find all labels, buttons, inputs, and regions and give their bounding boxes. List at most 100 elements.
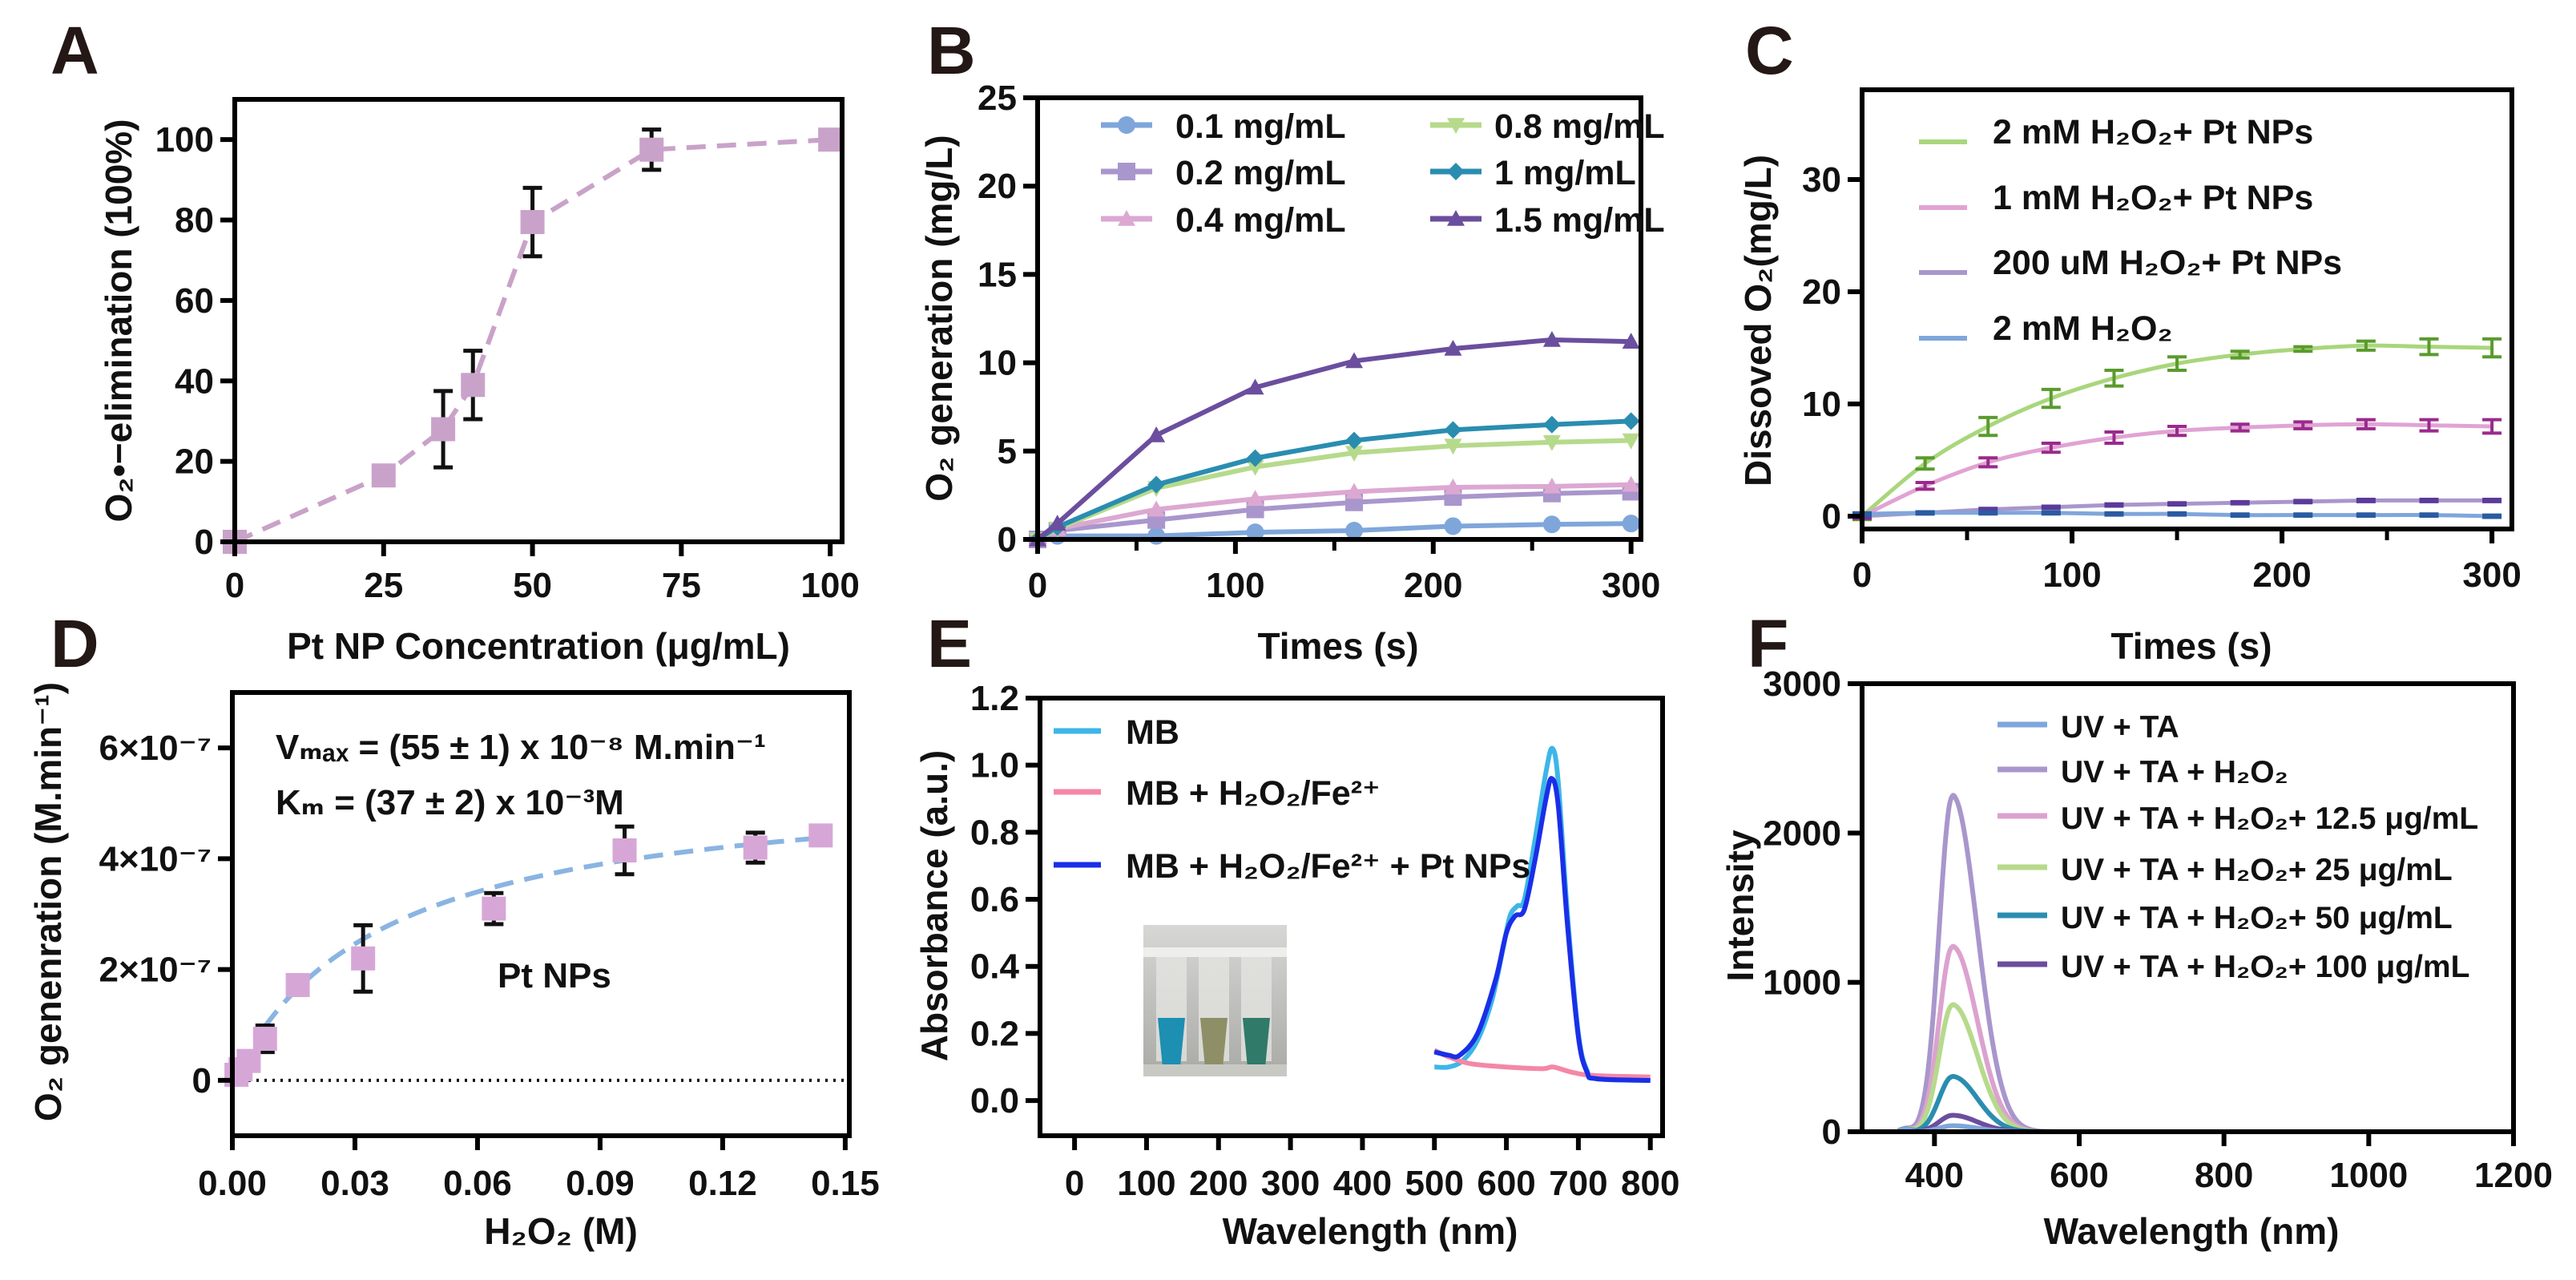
data-point xyxy=(1542,415,1561,434)
data-point xyxy=(1147,426,1166,442)
data-point xyxy=(1444,478,1462,495)
x-tick-label: 700 xyxy=(1549,1164,1607,1203)
x-axis: 0 25 50 75 100 xyxy=(225,542,860,605)
data-point xyxy=(285,972,310,997)
x-axis: 0 100 200 300 xyxy=(1028,539,1660,605)
error-bar xyxy=(2230,349,2250,360)
legend-item: MB + H₂O₂/Fe²⁺ + Pt NPs xyxy=(1054,847,1530,886)
data-point xyxy=(1345,521,1364,539)
panel-b: B 0 100 200 300 0 5 10 15 20 25 Times (s) O₂ generat… xyxy=(918,13,1665,667)
y-axis: 0 10 20 30 xyxy=(1802,160,1862,536)
error-bar xyxy=(2356,498,2376,503)
x-tick-label: 0.06 xyxy=(443,1164,512,1203)
error-bar xyxy=(2041,442,2061,454)
error-bar xyxy=(2041,387,2061,410)
error-bar xyxy=(2419,418,2439,433)
legend-item: 2 mM H₂O₂ xyxy=(1919,309,2173,348)
legend-label: 1 mM H₂O₂+ Pt NPs xyxy=(1993,179,2313,217)
error-bar xyxy=(2230,422,2250,433)
tube-liquid xyxy=(1158,1018,1185,1071)
data-point xyxy=(1444,438,1462,455)
error-bar xyxy=(2230,512,2250,519)
series-2 xyxy=(1029,475,1640,547)
error-bar xyxy=(1915,510,1935,516)
legend-label: UV + TA + H₂O₂+ 25 μg/mL xyxy=(2061,853,2453,887)
data-point xyxy=(1444,339,1462,356)
x-tick-label: 600 xyxy=(2050,1156,2108,1195)
y-tick-label: 0 xyxy=(998,520,1017,559)
legend-item: UV + TA + H₂O₂+ 12.5 μg/mL xyxy=(1998,802,2478,836)
plot-area xyxy=(1029,330,1640,548)
data-point xyxy=(1345,431,1364,450)
data-point xyxy=(808,823,833,848)
error-bar xyxy=(1978,415,1998,438)
x-tick-label: 400 xyxy=(1905,1156,1964,1195)
plot-area xyxy=(1433,745,1651,1083)
legend-item: MB + H₂O₂/Fe²⁺ xyxy=(1054,774,1381,813)
panel-d: D 0.00 0.03 0.06 0.09 0.12 0.15 0 2×10⁻⁷ 4×10⁻⁷ 6×… xyxy=(27,606,880,1252)
x-tick-label: 500 xyxy=(1405,1164,1464,1203)
error-bar xyxy=(2041,510,2061,516)
y-axis: 0 20 40 60 80 100 xyxy=(155,120,235,562)
data-point xyxy=(1542,330,1561,347)
x-tick-label: 400 xyxy=(1333,1164,1392,1203)
x-axis-label: Wavelength (nm) xyxy=(2044,1210,2340,1252)
x-tick-label: 0.03 xyxy=(320,1164,389,1203)
legend-label: UV + TA + H₂O₂+ 12.5 μg/mL xyxy=(2061,802,2478,836)
plot-area xyxy=(1897,793,2079,1134)
y-tick-label: 15 xyxy=(978,255,1017,294)
rack-base xyxy=(1143,1064,1287,1076)
legend-item: 1 mg/mL xyxy=(1430,154,1636,192)
y-tick-label: 0.2 xyxy=(970,1014,1019,1053)
y-tick-label: 5 xyxy=(998,432,1017,471)
legend-item: MB xyxy=(1054,713,1179,752)
error-bar xyxy=(1915,456,1935,471)
y-tick-label: 0.4 xyxy=(970,947,1020,987)
y-tick-label: 2000 xyxy=(1763,814,1841,853)
error-bar xyxy=(2419,512,2439,519)
y-axis: 0 5 10 15 20 25 xyxy=(978,79,1038,559)
tube-liquid xyxy=(1200,1018,1228,1071)
y-tick-label: 30 xyxy=(1802,160,1841,200)
x-tick-label: 1200 xyxy=(2474,1156,2553,1195)
legend-marker xyxy=(1447,118,1465,134)
legend-item: 0.2 mg/mL xyxy=(1101,154,1346,192)
series-line-0 xyxy=(1434,745,1651,1083)
error-bar xyxy=(2167,425,2187,438)
plot-frame xyxy=(1038,696,1665,1138)
legend-label: MB + H₂O₂/Fe²⁺ + Pt NPs xyxy=(1126,847,1530,886)
x-tick-label: 300 xyxy=(1261,1164,1320,1203)
error-bar xyxy=(2104,430,2124,446)
legend-item: 1 mM H₂O₂+ Pt NPs xyxy=(1919,179,2313,217)
y-tick-label: 2×10⁻⁷ xyxy=(99,951,212,990)
data-point xyxy=(1246,490,1264,507)
error-bar xyxy=(2104,369,2124,388)
y-tick-label: 80 xyxy=(175,201,214,240)
data-point xyxy=(1147,527,1166,545)
legend-item: 0.1 mg/mL xyxy=(1101,107,1346,146)
legend-label: 2 mM H₂O₂ xyxy=(1993,309,2173,348)
legend-label: 0.2 mg/mL xyxy=(1175,154,1346,192)
x-tick-label: 300 xyxy=(1602,566,1660,605)
data-point xyxy=(1345,352,1364,369)
y-tick-label: 20 xyxy=(175,442,214,482)
x-tick-label: 100 xyxy=(1117,1164,1175,1203)
plot-area xyxy=(223,127,843,554)
x-axis-label: Times (s) xyxy=(1257,625,1418,667)
data-point xyxy=(1048,515,1066,531)
legend-marker xyxy=(1447,210,1465,226)
y-axis-label: O₂ generation (mg/L) xyxy=(918,135,960,501)
data-point xyxy=(743,835,768,860)
x-tick-label: 0 xyxy=(1028,566,1047,605)
y-tick-label: 10 xyxy=(1802,385,1841,424)
legend-label: UV + TA + H₂O₂+ 100 μg/mL xyxy=(2061,950,2469,984)
x-tick-label: 1000 xyxy=(2329,1156,2408,1195)
plot-frame xyxy=(1035,95,1643,542)
y-tick-label: 20 xyxy=(978,167,1017,206)
error-bar xyxy=(1915,481,1935,491)
x-tick-label: 0 xyxy=(225,566,244,605)
x-tick-label: 0.00 xyxy=(198,1164,267,1203)
data-point xyxy=(1345,446,1364,462)
error-bar xyxy=(2293,345,2313,353)
data-point xyxy=(1444,421,1462,439)
